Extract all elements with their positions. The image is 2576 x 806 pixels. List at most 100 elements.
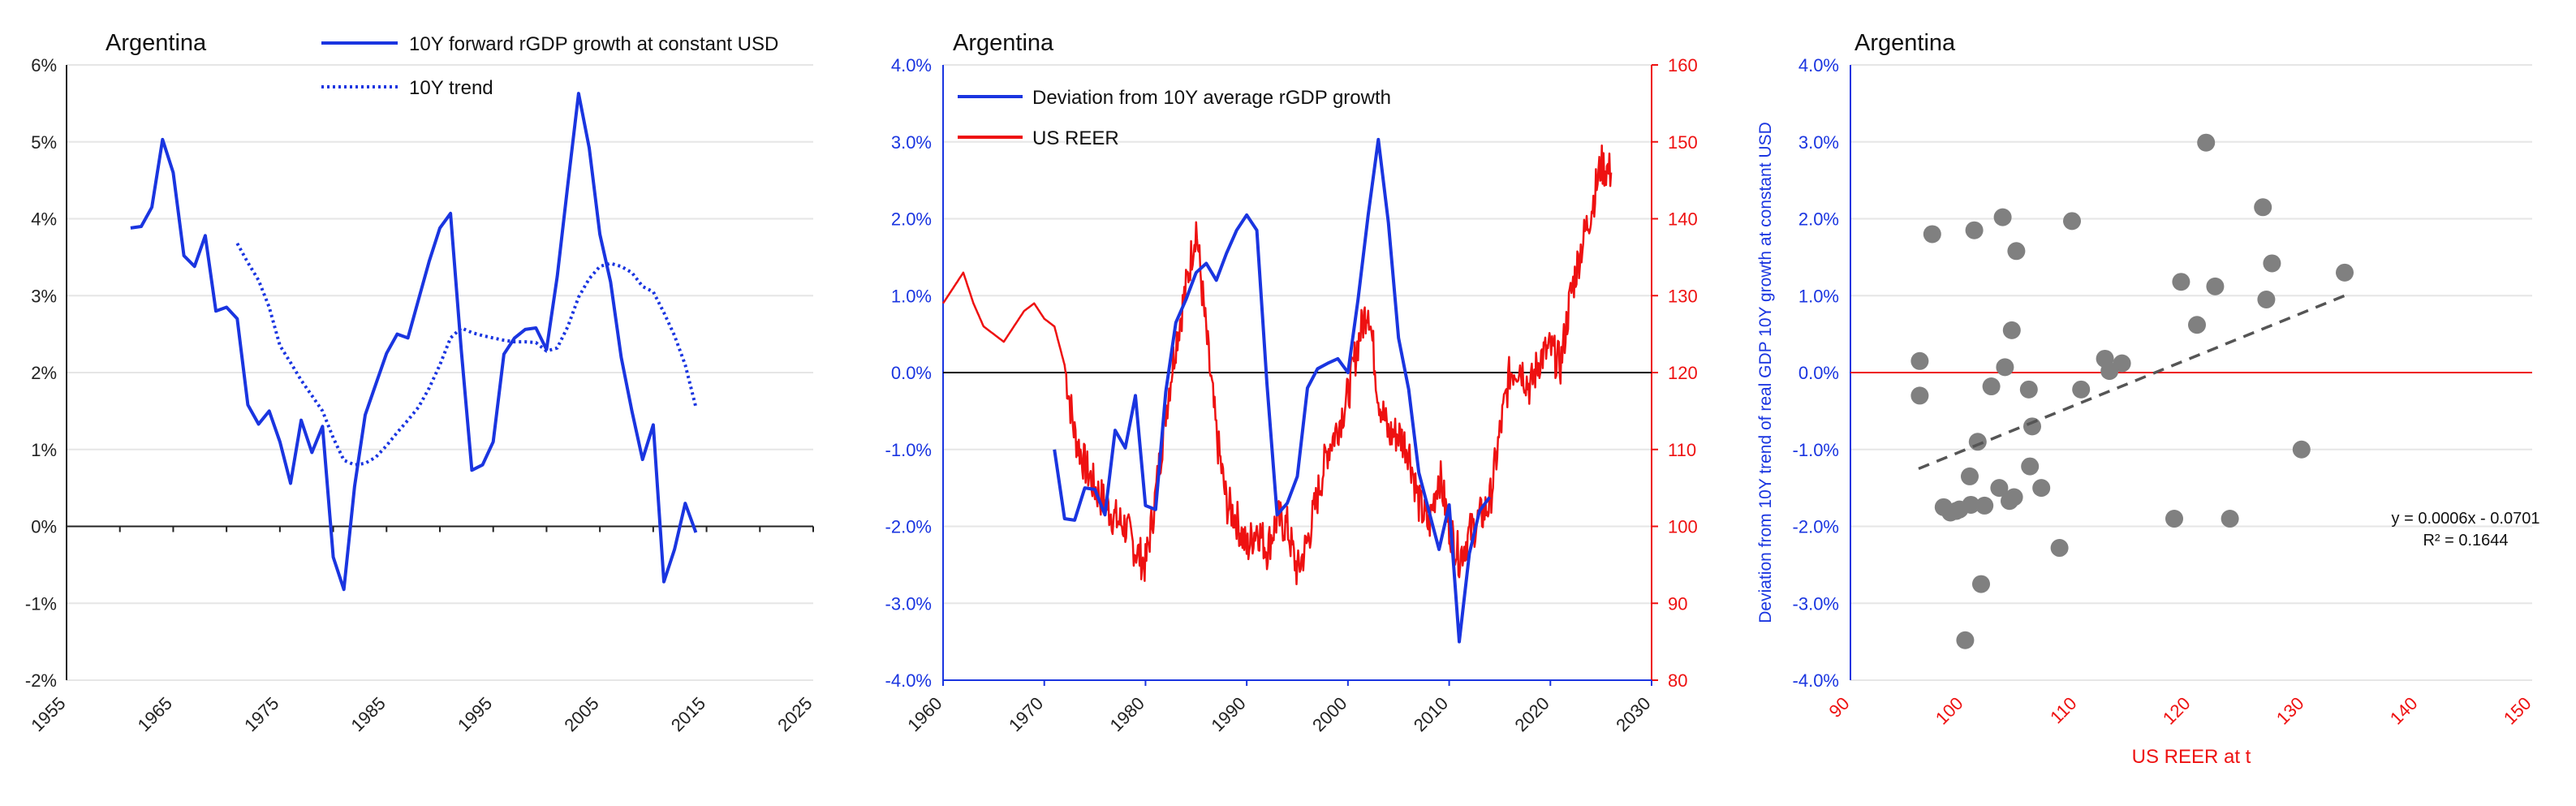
scatter-point [1965, 221, 1984, 239]
y-tick-label: 4% [31, 209, 57, 230]
y-tick-label: 0.0% [1798, 363, 1839, 383]
trend-equation: y = 0.0006x - 0.0701 [2392, 510, 2540, 528]
scatter-point [2206, 277, 2225, 295]
y-tick-label: -3.0% [1793, 593, 1839, 614]
scatter-point [1990, 479, 2009, 498]
scatter-point [1975, 496, 1994, 515]
y-left-tick-label: 2.0% [891, 209, 932, 230]
scatter-point [2007, 242, 2026, 261]
y-right-tick-label: 110 [1668, 440, 1696, 460]
scatter-point [2019, 380, 2038, 399]
y-right-tick-label: 140 [1668, 209, 1698, 230]
scatter-point [2197, 133, 2216, 152]
x-axis-title: US REER at t [2132, 746, 2251, 768]
scatter-point [1923, 225, 1941, 244]
x-tick-label: 140 [2386, 693, 2422, 729]
scatter-point [1910, 386, 1929, 405]
scatter-point [1996, 358, 2014, 377]
scatter-point [1972, 575, 1990, 593]
scatter-chart: -4.0% -3.0% -2.0% -1.0% 0.0% 1.0% 2.0% 3.0% 4.0%… [1756, 30, 2540, 768]
series-line-trend [235, 242, 698, 467]
scatter-point [2005, 488, 2023, 506]
x-tick-label: 1995 [454, 693, 496, 735]
y-left-tick-label: -2.0% [885, 517, 932, 537]
y-tick-label: -1.0% [1793, 440, 1839, 460]
x-tick-label: 90 [1825, 693, 1854, 722]
scatter-point [1956, 631, 1975, 649]
x-tick-label: 2015 [667, 693, 709, 735]
y-tick-label: -2% [25, 670, 57, 691]
scatter-point [1962, 495, 1980, 514]
y-right-tick-label: 150 [1668, 132, 1698, 153]
y-right-tick-label: 90 [1668, 593, 1687, 614]
x-tick-label: 1985 [347, 693, 390, 735]
scatter-point [2063, 212, 2081, 231]
chart-title: Argentina [106, 30, 207, 56]
scatter-point [2050, 539, 2069, 558]
y-left-tick-label: -4.0% [885, 670, 932, 691]
x-tick-label: 2000 [1308, 693, 1350, 735]
x-tick-label: 120 [2159, 693, 2195, 729]
legend-label: 10Y forward rGDP growth at constant USD [409, 33, 778, 55]
chart-panel-deviation-reer: -4.0% -3.0% -2.0% -1.0% 0.0% 1.0% 2.0% 3.0% 4.0%… [852, 0, 1704, 802]
y-tick-label: 1.0% [1798, 286, 1839, 306]
scatter-point [1910, 351, 1929, 370]
x-tick-label: 1990 [1207, 693, 1249, 735]
scatter-point [1982, 377, 2001, 396]
scatter-point [1993, 208, 2012, 226]
growth-chart: -2% -1% 0% 1% 2% 3% 4% 5% 6% 1955 1965 1975 1985 1995… [25, 30, 816, 735]
scatter-point [2263, 254, 2281, 273]
y-tick-label: 4.0% [1798, 55, 1839, 75]
deviation-reer-chart: -4.0% -3.0% -2.0% -1.0% 0.0% 1.0% 2.0% 3.0% 4.0%… [885, 30, 1698, 735]
y-right-tick-label: 160 [1668, 55, 1698, 75]
y-tick-label: 2.0% [1798, 209, 1839, 230]
x-tick-label: 1965 [134, 693, 176, 735]
y-left-tick-label: 3.0% [891, 132, 932, 153]
x-tick-label: 2010 [1410, 693, 1452, 735]
chart-title: Argentina [953, 30, 1054, 56]
scatter-point [2165, 510, 2183, 528]
y-tick-label: 1% [31, 440, 57, 460]
scatter-point [2257, 290, 2276, 308]
y-right-tick-label: 120 [1668, 363, 1698, 383]
legend-label: US REER [1032, 127, 1119, 149]
y-right-tick-label: 80 [1668, 670, 1687, 691]
scatter-point [2188, 316, 2206, 334]
scatter-point [2032, 479, 2051, 498]
y-left-tick-label: -1.0% [885, 440, 932, 460]
y-tick-label: -4.0% [1793, 670, 1839, 691]
y-tick-label: 5% [31, 132, 57, 153]
scatter-point [2002, 321, 2021, 339]
y-tick-label: 6% [31, 55, 57, 75]
y-left-tick-label: -3.0% [885, 593, 932, 614]
x-tick-label: 1980 [1106, 693, 1148, 735]
series-line-us-reer [941, 144, 1613, 586]
x-tick-label: 100 [1932, 693, 1967, 729]
x-tick-label: 2005 [560, 693, 602, 735]
x-tick-label: 150 [2500, 693, 2535, 729]
x-tick-label: 110 [2046, 693, 2080, 727]
y-tick-label: 0% [31, 517, 57, 537]
scatter-point [2113, 354, 2131, 373]
scatter-point [1968, 433, 1987, 451]
y-left-tick-label: 4.0% [891, 55, 932, 75]
x-tick-label: 1970 [1005, 693, 1047, 735]
y-left-tick-label: 1.0% [891, 286, 932, 306]
y-axis-title: Deviation from 10Y trend of real GDP 10Y… [1756, 122, 1775, 623]
series-line-deviation [1053, 137, 1492, 644]
legend-label: Deviation from 10Y average rGDP growth [1032, 87, 1391, 109]
trend-r-squared: R² = 0.1644 [2423, 532, 2508, 550]
y-tick-label: 2% [31, 363, 57, 383]
scatter-point [2336, 263, 2354, 282]
y-right-tick-label: 100 [1668, 517, 1698, 537]
scatter-point [2221, 510, 2239, 528]
x-tick-label: 2030 [1612, 693, 1654, 735]
chart-panel-growth: -2% -1% 0% 1% 2% 3% 4% 5% 6% 1955 1965 1975 1985 1995… [0, 0, 852, 802]
scatter-point [2023, 417, 2041, 436]
y-tick-label: 3% [31, 286, 57, 306]
chart-title: Argentina [1854, 30, 1956, 56]
y-tick-label: -2.0% [1793, 517, 1839, 537]
y-left-tick-label: 0.0% [891, 363, 932, 383]
scatter-point [1961, 467, 1979, 485]
scatter-point [2254, 198, 2272, 217]
